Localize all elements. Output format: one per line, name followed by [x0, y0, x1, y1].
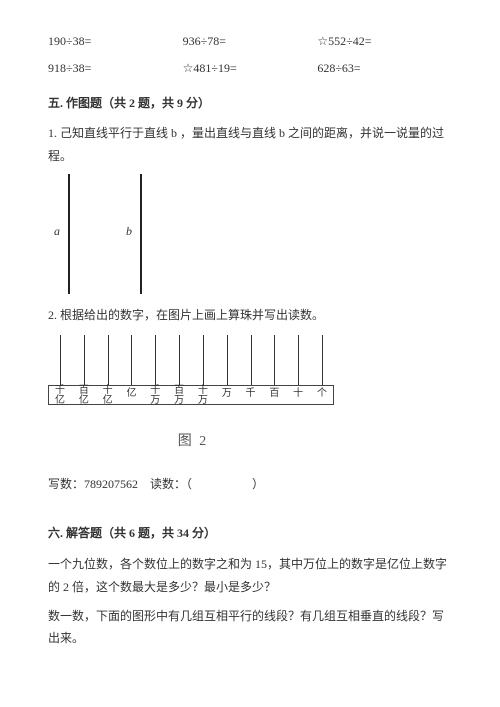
eq-1: 190÷38= [48, 30, 183, 53]
section-5-title: 五. 作图题（共 2 题，共 9 分） [48, 92, 452, 115]
figure-caption: 图 2 [48, 429, 338, 456]
s5-q1: 1. 己知直线平行于直线 b ，量出直线与直线 b 之间的距离，并说一说量的过程… [48, 122, 452, 168]
eq-6: 628÷63= [317, 57, 452, 80]
label-a: a [54, 220, 60, 243]
s6-q2: 数一数，下面的图形中有几组互相平行的线段？有几组互相垂直的线段？写出来。 [48, 605, 452, 651]
abacus-place-label: 千万 [144, 386, 166, 406]
write-number: 789207562 [84, 477, 138, 491]
abacus-rod [155, 335, 156, 385]
abacus-rod [84, 335, 85, 385]
s5-q2: 2. 根据给出的数字，在图片上画上算珠并写出读数。 [48, 304, 452, 327]
abacus-place-label: 亿 [120, 384, 142, 403]
eq-4: 918÷38= [48, 57, 183, 80]
abacus-figure: 千亿百亿十亿亿千万百万十万万千百十个 图 2 [48, 335, 338, 456]
abacus-rod [60, 335, 61, 385]
abacus-rod [203, 335, 204, 385]
abacus-place-label: 十万 [192, 386, 214, 406]
write-prefix: 写数： [48, 477, 84, 491]
abacus-rod [274, 335, 275, 385]
abacus-rod [251, 335, 252, 385]
abacus-rod [227, 335, 228, 385]
abacus-place-label: 百 [263, 384, 285, 403]
abacus-place-label: 百亿 [73, 386, 95, 406]
abacus-place-label: 千 [240, 384, 262, 403]
equation-row-1: 190÷38= 936÷78= ☆552÷42= [48, 30, 452, 53]
read-label: 读数：（ [150, 477, 192, 491]
equation-row-2: 918÷38= ☆481÷19= 628÷63= [48, 57, 452, 80]
page: 190÷38= 936÷78= ☆552÷42= 918÷38= ☆481÷19… [0, 0, 500, 676]
eq-5: ☆481÷19= [183, 57, 318, 80]
abacus-rod [131, 335, 132, 385]
abacus: 千亿百亿十亿亿千万百万十万万千百十个 [48, 335, 334, 421]
write-read-line: 写数：789207562 读数：（ ） [48, 473, 452, 496]
abacus-place-label: 十 [287, 384, 309, 403]
abacus-place-label: 百万 [168, 386, 190, 406]
line-a [68, 174, 70, 294]
abacus-place-label: 千亿 [49, 386, 71, 406]
abacus-rod [322, 335, 323, 385]
abacus-place-label: 个 [311, 384, 333, 403]
label-b: b [126, 220, 132, 243]
abacus-place-label: 十亿 [97, 386, 119, 406]
abacus-rod [108, 335, 109, 385]
line-b [140, 174, 142, 294]
section-6-title: 六. 解答题（共 6 题，共 34 分） [48, 522, 452, 545]
eq-3: ☆552÷42= [317, 30, 452, 53]
abacus-rod [179, 335, 180, 385]
read-close: ） [252, 477, 264, 491]
parallel-lines-figure: a b [54, 174, 194, 294]
abacus-place-label: 万 [216, 384, 238, 403]
s6-q1: 一个九位数，各个数位上的数字之和为 15，其中万位上的数字是亿位上数字的 2 倍… [48, 553, 452, 599]
abacus-rod [298, 335, 299, 385]
eq-2: 936÷78= [183, 30, 318, 53]
